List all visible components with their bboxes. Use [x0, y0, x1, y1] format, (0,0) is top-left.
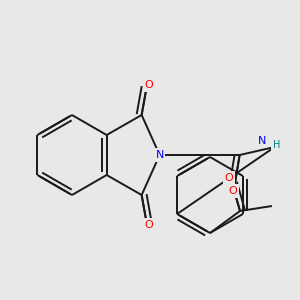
Text: O: O: [228, 186, 237, 196]
Text: H: H: [273, 140, 280, 150]
Text: O: O: [144, 80, 153, 90]
Text: O: O: [225, 173, 233, 183]
Text: N: N: [257, 136, 266, 146]
Text: N: N: [155, 150, 164, 160]
Text: O: O: [144, 220, 153, 230]
